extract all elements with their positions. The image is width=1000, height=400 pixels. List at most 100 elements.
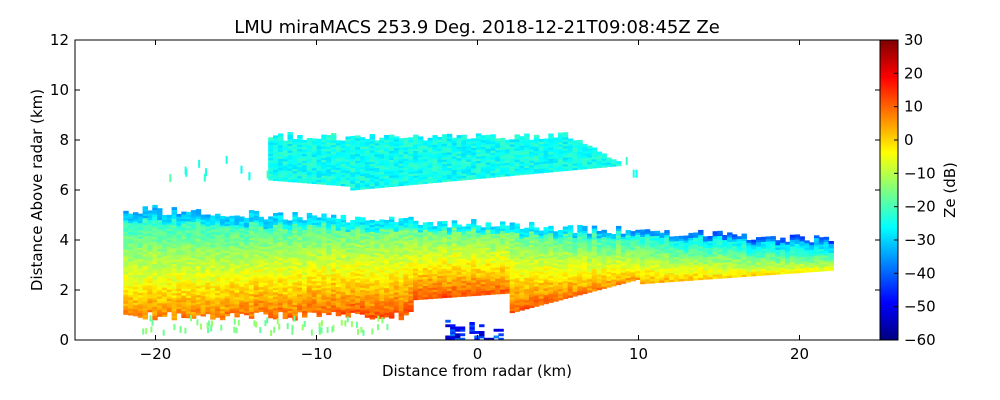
ze-cell [543,249,549,253]
ze-cell [562,291,569,295]
ze-cell [775,256,781,259]
ze-cell [794,261,801,265]
chart-title: LMU miraMACS 253.9 Deg. 2018-12-21T09:08… [234,17,720,38]
ze-cell [292,299,298,303]
ze-cell [524,265,530,269]
ze-cell [273,155,279,159]
ze-cell [244,231,250,235]
ze-cell [543,294,549,298]
ze-cell [292,148,298,151]
ze-cell [678,247,685,250]
ze-cell [644,262,651,266]
ze-cell [364,247,371,251]
ze-cell [229,303,235,307]
ze-cell [403,249,409,253]
ze-cell [393,237,400,241]
ze-cell [210,217,216,221]
ze-cell [485,267,491,271]
ze-cell [693,266,699,270]
ze-cell [673,258,680,262]
ze-cell [379,251,385,254]
ze-cell [157,235,163,239]
ze-cell [480,267,487,271]
ze-cell [229,272,235,275]
ze-cell [664,245,670,249]
ze-cell [248,234,255,238]
ze-cell [446,249,453,253]
ze-cell [582,234,588,238]
ze-cell [176,216,182,219]
ze-cell [263,275,269,279]
ze-cell [200,239,206,243]
ze-cell [190,315,197,319]
ze-cell [292,261,298,265]
ze-cell [736,272,743,276]
ze-cell [475,279,482,283]
ze-cell [601,263,607,267]
ze-cell [587,289,593,293]
ze-cell [364,233,371,237]
ze-cell [780,248,786,252]
ze-cell [302,251,308,255]
ze-cell [287,138,293,142]
ze-cell [553,283,559,286]
ze-cell [413,247,419,251]
ze-cell [268,234,274,238]
ze-cell [355,284,361,288]
ze-cell [562,260,569,264]
ze-cell [635,238,641,242]
ze-cell [166,302,173,306]
ze-cell [200,250,206,254]
ze-cell [282,271,289,275]
ze-cell [384,276,390,280]
ze-cell [253,224,260,228]
ze-cell [345,231,351,235]
ze-cell [384,287,390,291]
ze-cell [751,250,757,254]
ze-cell [567,252,574,256]
ze-cell [688,262,694,265]
ze-cell [321,305,327,309]
ze-cell [171,299,177,303]
ze-cell [152,292,158,296]
ze-cell [340,230,347,234]
ze-cell [123,267,129,270]
ze-cell [698,232,704,236]
ze-cell [533,258,540,262]
ze-cell [814,264,820,268]
ze-cell [258,288,264,292]
ze-cell [751,262,757,266]
ze-cell [538,257,545,261]
ze-cell [374,223,380,227]
ze-cell [355,270,361,274]
ze-cell [258,266,264,270]
ze-cell [413,295,419,298]
ze-cell [335,297,342,301]
ze-cell [287,310,293,314]
ze-cell [500,246,506,250]
ze-cell [219,218,226,222]
ze-cell [277,167,284,171]
ze-cell [823,263,830,267]
ze-cell [403,260,409,264]
ze-cell [205,306,211,310]
ze-cell [195,245,202,248]
ze-cell [176,243,182,246]
ze-cell [770,236,776,239]
ze-cell [292,254,298,258]
ze-cell [205,264,211,267]
ze-cell [495,271,501,275]
ze-cell [611,276,617,280]
ze-cell [466,248,472,252]
ze-cell [533,261,540,264]
ze-cell [417,245,424,249]
ze-cell [161,278,168,281]
ze-cell [229,308,235,311]
ze-cell [640,256,646,260]
ze-cell [253,300,260,304]
ze-cell [171,236,177,240]
ze-cell [161,307,168,311]
ze-cell [181,238,187,242]
ze-cell [644,240,651,244]
ze-cell [644,238,651,242]
